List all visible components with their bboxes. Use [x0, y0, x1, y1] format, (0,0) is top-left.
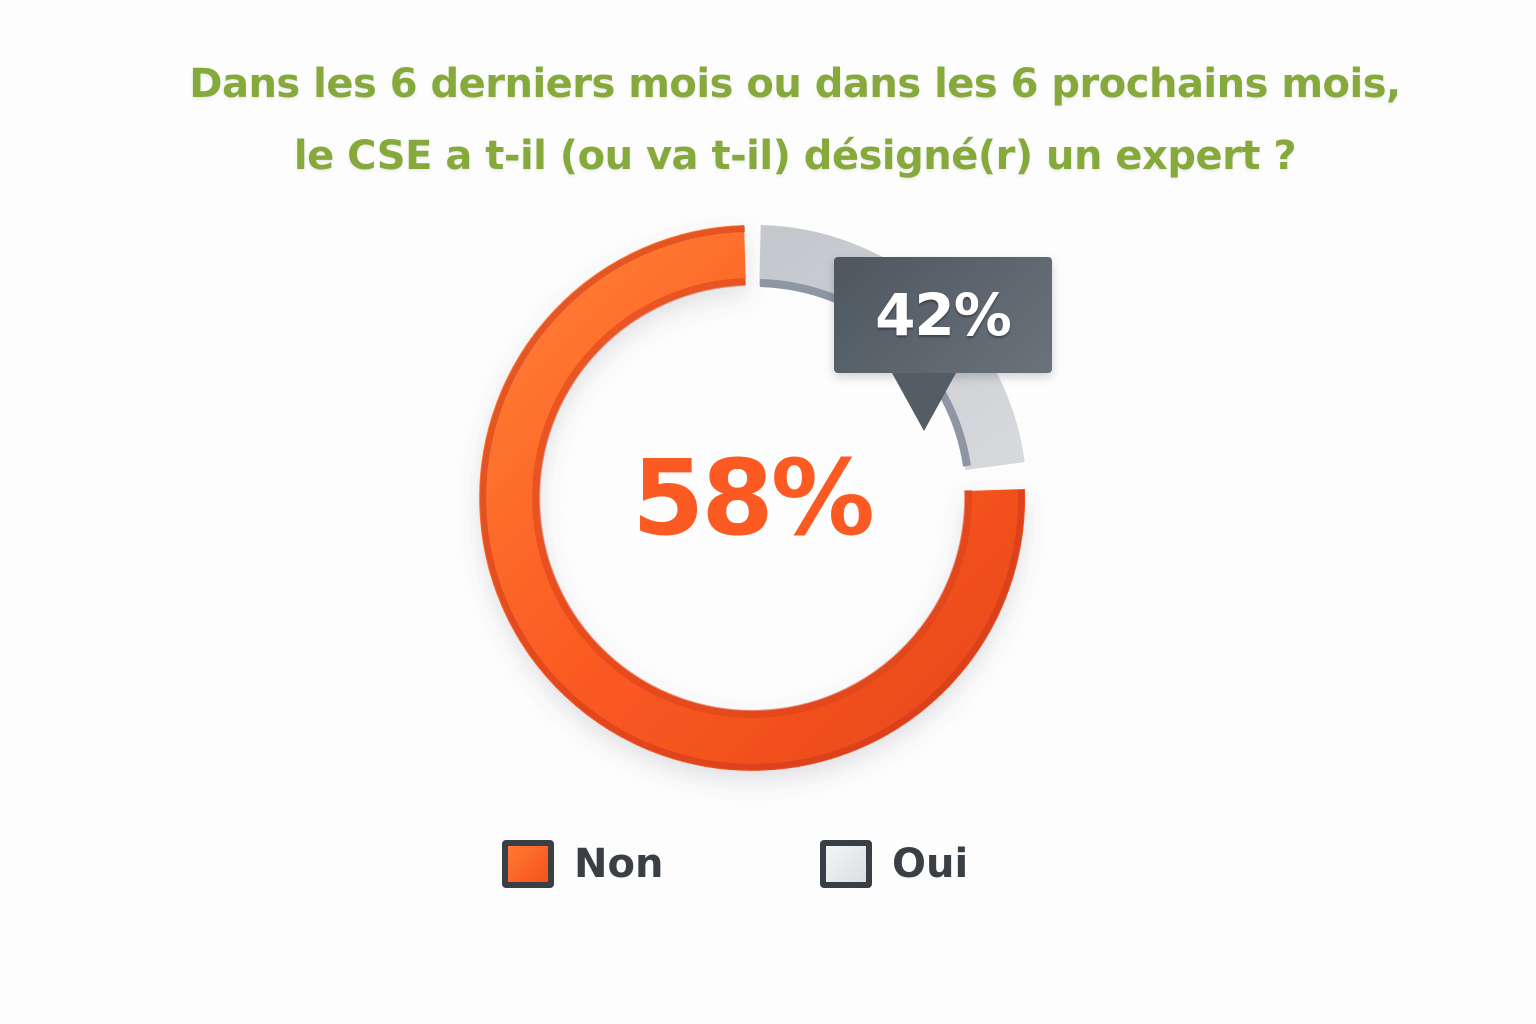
donut-segment-non-inner-shade: [532, 278, 973, 718]
legend-item-oui: Oui: [820, 838, 968, 890]
oui-percentage-callout: 42%: [834, 257, 1052, 431]
legend-item-non: Non: [502, 838, 663, 890]
non-percentage-label: 58%: [632, 437, 875, 559]
legend-label-non: Non: [574, 841, 664, 887]
legend-label-oui: Oui: [892, 841, 969, 887]
chart-title-line-2: le CSE a t-il (ou va t-il) désigné(r) un…: [293, 133, 1297, 179]
donut-segment-non-outer-shade: [480, 226, 1025, 770]
donut-segment-non: [479, 225, 1026, 771]
legend-swatch-oui-icon: [820, 840, 872, 888]
legend-swatch-non-icon: [502, 840, 554, 888]
chart-title-line-1: Dans les 6 derniers mois ou dans les 6 p…: [189, 61, 1401, 107]
oui-percentage-label: 42%: [875, 281, 1012, 349]
chart-title: Dans les 6 derniers mois ou dans les 6 p…: [0, 48, 1536, 192]
